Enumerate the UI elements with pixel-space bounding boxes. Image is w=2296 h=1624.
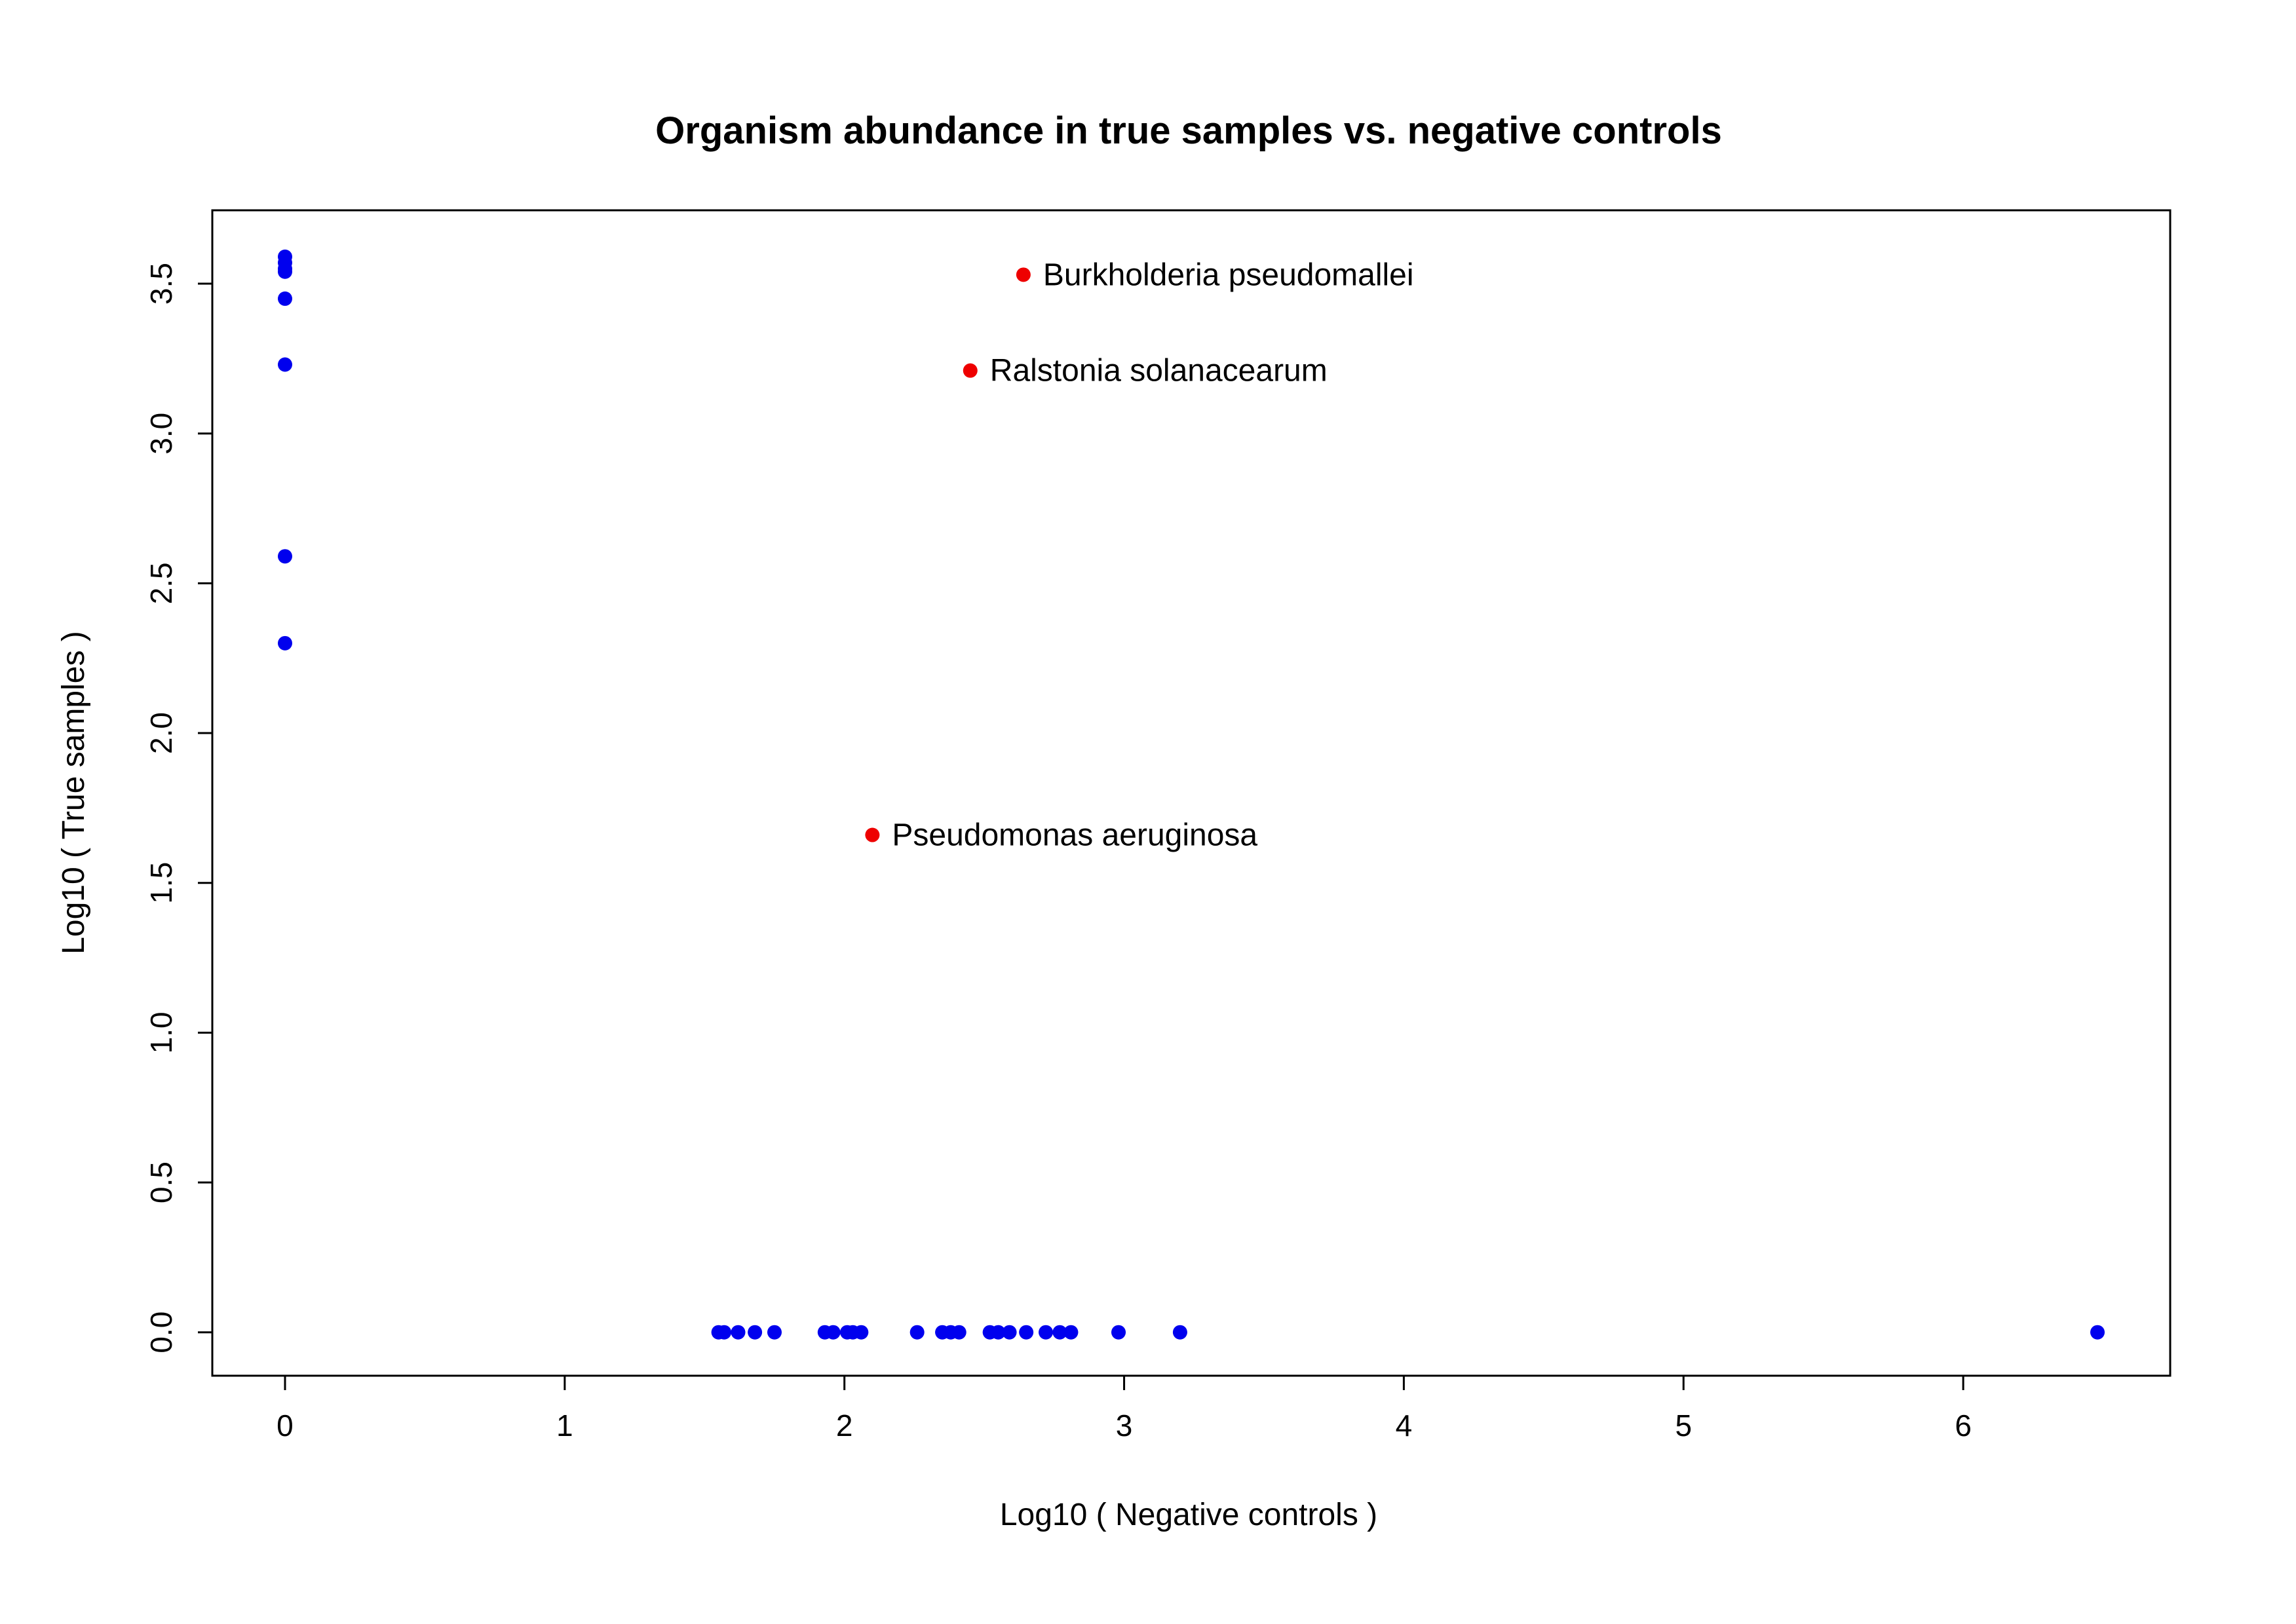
y-tick-label: 2.5 — [144, 562, 178, 604]
point-label: Ralstonia solanacearum — [990, 354, 1328, 388]
x-tick-label: 0 — [277, 1408, 294, 1443]
data-point — [748, 1325, 763, 1340]
data-point — [951, 1325, 966, 1340]
data-point — [1019, 1325, 1034, 1340]
x-tick-label: 1 — [556, 1408, 573, 1443]
y-tick-label: 0.5 — [144, 1161, 178, 1203]
data-point — [277, 549, 292, 564]
data-point — [826, 1325, 841, 1340]
chart-title: Organism abundance in true samples vs. n… — [655, 109, 1722, 152]
y-tick-label: 3.0 — [144, 413, 178, 455]
data-point — [1002, 1325, 1017, 1340]
y-tick-label: 3.5 — [144, 263, 178, 305]
data-point — [767, 1325, 782, 1340]
data-point — [1111, 1325, 1126, 1340]
x-tick-label: 2 — [836, 1408, 853, 1443]
x-axis: 0 1 2 3 4 5 6 — [277, 1374, 1972, 1443]
data-point — [963, 363, 978, 378]
x-tick-label: 4 — [1396, 1408, 1413, 1443]
data-point — [1172, 1325, 1187, 1340]
point-label: Pseudomonas aeruginosa — [892, 818, 1257, 853]
data-point — [1063, 1325, 1079, 1340]
data-point — [277, 357, 292, 372]
y-tick-label: 0.0 — [144, 1312, 178, 1353]
point-annotations: Burkholderia pseudomallei Ralstonia solan… — [892, 257, 1413, 852]
y-tick-label: 1.5 — [144, 862, 178, 904]
data-point — [717, 1325, 732, 1340]
x-tick-label: 6 — [1955, 1408, 1972, 1443]
point-label: Burkholderia pseudomallei — [1043, 257, 1414, 292]
y-tick-label: 2.0 — [144, 712, 178, 754]
data-point — [277, 264, 292, 279]
data-point — [909, 1325, 925, 1340]
data-point — [731, 1325, 746, 1340]
data-point — [991, 1325, 1006, 1340]
x-tick-label: 3 — [1116, 1408, 1133, 1443]
data-point — [1016, 267, 1031, 282]
data-point — [1052, 1325, 1067, 1340]
x-axis-label: Log10 ( Negative controls ) — [1000, 1498, 1377, 1532]
x-tick-label: 5 — [1675, 1408, 1692, 1443]
y-axis: 0.0 0.5 1.0 1.5 2.0 2.5 3.0 3.5 — [144, 263, 214, 1353]
y-tick-label: 1.0 — [144, 1011, 178, 1053]
data-point — [2090, 1325, 2105, 1340]
data-point — [277, 635, 292, 651]
data-point — [1039, 1325, 1054, 1340]
y-axis-label: Log10 ( True samples ) — [56, 631, 91, 954]
data-point — [277, 291, 292, 306]
data-point — [854, 1325, 869, 1340]
data-point — [865, 827, 880, 842]
data-points — [277, 249, 2105, 1340]
